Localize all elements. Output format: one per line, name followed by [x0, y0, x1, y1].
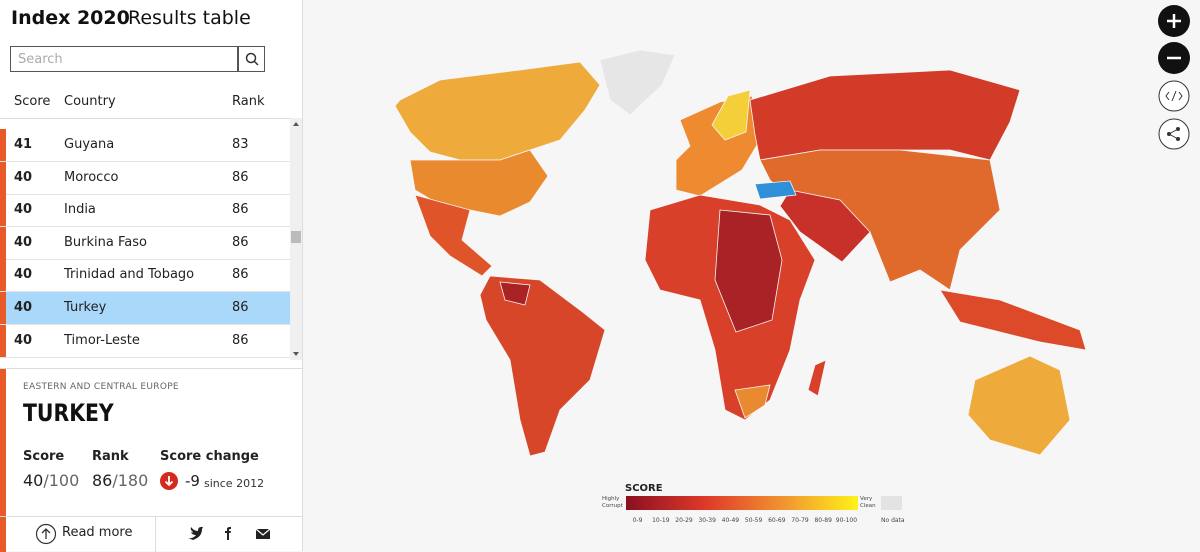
legend-no-data-label: No data [881, 517, 905, 524]
legend-gradient [626, 496, 858, 510]
legend-bin-label: 50-59 [745, 517, 763, 524]
rank-cell: 86 [232, 234, 249, 250]
score-change: -9 [185, 472, 200, 490]
table-row[interactable]: 40 Burkina Faso 86 [0, 226, 290, 260]
region-shape[interactable] [479, 275, 606, 457]
map-controls [1158, 5, 1190, 150]
rank-cell: 86 [232, 300, 249, 315]
legend-high: Clean [860, 503, 876, 509]
down-arrow-icon [160, 472, 178, 490]
footer-bar: Read more [0, 516, 303, 552]
country-cell: Timor-Leste [64, 332, 140, 348]
search-input[interactable]: Search [10, 46, 238, 72]
country-cell: Morocco [64, 169, 119, 185]
score-label: Score [23, 449, 65, 464]
column-header[interactable]: Score [14, 94, 51, 109]
table-row[interactable]: 41 Guyana 83 [0, 129, 290, 162]
legend-title: SCORE [625, 483, 663, 494]
results-panel: Index 2020 Results table Search Score Co… [0, 0, 303, 552]
rank-cell: 86 [232, 202, 249, 218]
region-shape[interactable] [711, 89, 751, 141]
region-shape[interactable] [967, 355, 1071, 456]
table-row[interactable]: 40 Turkey 86 [0, 292, 290, 325]
rank-cell: 83 [232, 137, 249, 152]
score: 40 [23, 471, 44, 490]
legend-bin-label: 0-9 [633, 517, 643, 524]
region-shape[interactable] [414, 194, 493, 277]
country-detail: EASTERN AND CENTRAL EUROPE TURKEY Score … [0, 368, 303, 552]
table-body: 41 Guyana 83 40 Morocco 86 40 India 86 40 Burkina … [0, 118, 290, 359]
region-shape[interactable] [714, 209, 783, 333]
region-shape[interactable] [939, 289, 1087, 351]
region-shape[interactable] [749, 69, 1021, 161]
country-cell: Guyana [64, 137, 115, 152]
share-icons[interactable] [187, 526, 277, 542]
rank-max: /180 [112, 471, 149, 490]
score-cell: 41 [14, 137, 33, 152]
region-shape[interactable] [599, 49, 676, 116]
table-row[interactable]: 40 Trinidad and Tobago 86 [0, 259, 290, 293]
title: Index 2020 [11, 7, 130, 29]
region: EASTERN AND CENTRAL EUROPE [23, 382, 179, 392]
legend-bin-label: 40-49 [722, 517, 740, 524]
score-cell: 40 [14, 300, 33, 315]
country-cell: Turkey [64, 300, 107, 315]
score-cell: 40 [14, 169, 33, 185]
legend: SCORE Highly Corrupt Very Clean No data … [602, 483, 905, 524]
rank-cell: 86 [232, 267, 249, 283]
change-label: Score change [160, 449, 259, 464]
search-button[interactable] [238, 46, 265, 72]
legend-bin-label: 90-100 [836, 517, 857, 524]
table-row[interactable]: 40 Morocco 86 [0, 161, 290, 195]
score-cell: 40 [14, 267, 33, 283]
turkey-highlight[interactable] [754, 180, 797, 200]
legend-bin-label: 30-39 [698, 517, 716, 524]
table-row[interactable]: 40 Timor-Leste 86 [0, 324, 290, 358]
legend-bin-label: 70-79 [791, 517, 809, 524]
subtitle[interactable]: Results table [128, 7, 251, 29]
score-cell: 40 [14, 332, 33, 348]
country-cell: Trinidad and Tobago [64, 267, 195, 283]
legend-low: Corrupt [602, 503, 624, 509]
column-header[interactable]: Rank [232, 94, 265, 109]
world-map: SCORE Highly Corrupt Very Clean No data … [394, 5, 1190, 524]
column-header[interactable]: Country [64, 94, 116, 109]
rank: 86 [92, 471, 113, 490]
region-shape[interactable] [779, 189, 871, 263]
legend-bin-label: 80-89 [814, 517, 832, 524]
read-more[interactable]: Read more [62, 525, 133, 540]
read-more-icon[interactable] [35, 523, 57, 545]
region-shape[interactable] [499, 281, 531, 306]
region-shape[interactable] [807, 359, 827, 397]
legend-bin-label: 10-19 [652, 517, 670, 524]
legend-no-data [881, 496, 902, 510]
score-cell: 40 [14, 234, 33, 250]
score-max: /100 [43, 471, 80, 490]
rank-cell: 86 [232, 332, 249, 348]
country-cell: Burkina Faso [64, 234, 147, 250]
share-button[interactable] [1158, 118, 1190, 150]
legend-bin-label: 20-29 [675, 517, 693, 524]
scrollbar[interactable] [290, 118, 302, 360]
legend-high: Very [860, 496, 873, 502]
table-row[interactable]: 40 India 86 [0, 194, 290, 228]
region-shape[interactable] [734, 384, 771, 419]
region-shape[interactable] [409, 149, 549, 217]
region-shape[interactable] [394, 61, 601, 161]
country-name: TURKEY [23, 399, 114, 427]
legend-bin-label: 60-69 [768, 517, 786, 524]
rank-label: Rank [92, 449, 129, 464]
score-cell: 40 [14, 202, 33, 218]
change-since: since 2012 [204, 477, 265, 490]
rank-cell: 86 [232, 169, 249, 185]
legend-low: Highly [602, 496, 620, 502]
country-cell: India [64, 202, 96, 218]
